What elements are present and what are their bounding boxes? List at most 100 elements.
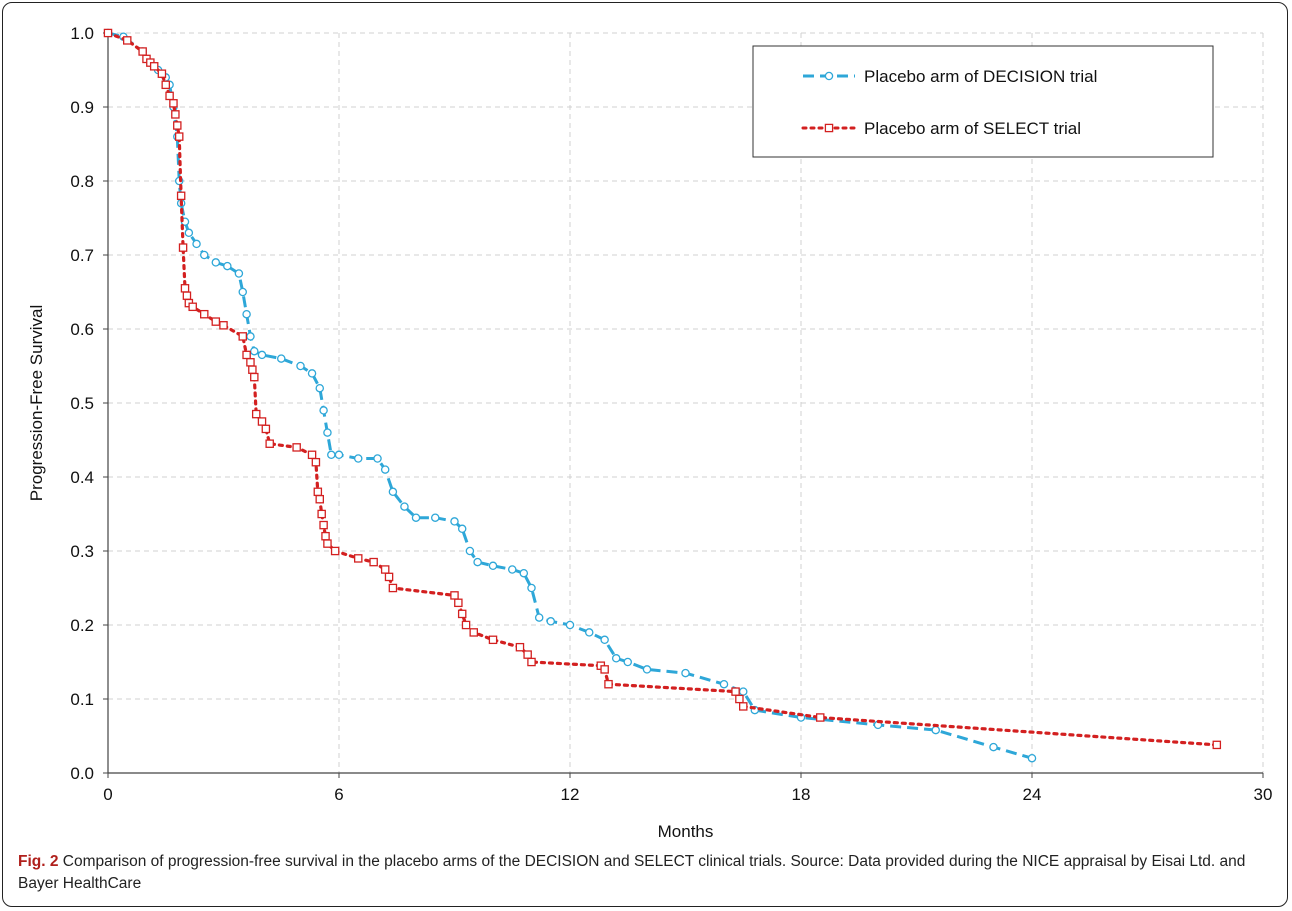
data-point [585,628,594,637]
y-tick-label: 0.5 [70,394,94,413]
grid [108,32,1264,773]
data-point [248,365,257,374]
data-point [157,69,167,78]
x-tick-labels: 0 6 12 18 24 30 [103,773,1272,804]
data-point [735,694,744,704]
data-point [450,517,459,526]
legend: Placebo arm of DECISION trial Placebo arm… [752,45,1214,158]
data-point [450,591,459,600]
data-point [171,110,180,119]
data-point [534,613,544,622]
data-point [307,369,317,378]
data-point [176,191,186,201]
y-axis-label: Progression-Free Survival [27,305,46,502]
figure-label: Fig. 2 [18,853,59,870]
data-point [400,502,409,511]
data-point [161,80,170,90]
data-point [507,565,517,574]
y-tick-label: 0.1 [70,690,94,709]
data-point [223,261,232,271]
data-point [180,284,190,293]
data-point [731,687,740,696]
x-axis-label: Months [658,822,714,841]
y-tick-label: 0.6 [70,320,94,339]
x-tick-label: 30 [1254,785,1273,804]
x-tick-label: 0 [103,785,112,804]
data-point [457,524,467,534]
data-point [473,557,482,567]
data-point [681,668,690,678]
data-point [1212,740,1222,750]
data-point [251,409,261,419]
data-point [323,539,332,548]
data-point [311,457,321,467]
data-point [265,439,274,448]
data-point [192,239,201,249]
data-point [178,243,188,252]
data-point [296,361,305,371]
data-point [149,62,159,71]
data-point [600,665,609,674]
data-point [315,494,324,504]
data-point [380,465,390,474]
data-point [184,228,194,238]
data-point [219,321,228,330]
legend-item-2: Placebo arm of SELECT trial [801,119,1081,138]
data-point [600,635,609,645]
data-point [257,350,267,360]
legend-items: Placebo arm of DECISION trial Placebo arm… [801,67,1097,138]
data-point [330,546,340,556]
data-point [246,358,255,367]
data-point [353,454,363,463]
data-point [173,121,182,130]
legend-box [752,45,1214,158]
data-point [250,372,259,382]
data-point [199,309,209,319]
data-point [461,620,471,630]
y-tick-label: 0.3 [70,542,94,561]
data-point [388,583,398,593]
data-point [307,450,317,460]
data-point [519,568,529,578]
data-point [319,520,328,530]
data-point [211,317,221,326]
data-point [546,617,556,626]
data-point [238,332,247,341]
y-tick-label: 0.2 [70,616,94,635]
data-point [327,450,336,460]
data-point [457,609,467,619]
data-point [989,742,998,752]
data-point [250,346,259,356]
data-point [257,417,267,426]
data-point [816,713,825,722]
data-point [488,561,498,571]
y-tick-label: 0.0 [70,764,94,783]
data-point [454,598,463,608]
data-point [369,557,378,567]
data-point [169,99,178,108]
data-point [317,509,326,519]
data-point [261,424,271,434]
data-point [380,565,390,574]
data-point [411,513,421,522]
data-point [565,620,575,630]
data-point [739,702,748,711]
x-tick-label: 24 [1023,785,1042,804]
x-tick-label: 18 [792,785,811,804]
legend-swatch-marker [824,71,834,81]
series-layer [103,28,1222,763]
data-point [123,36,132,45]
legend-item-1: Placebo arm of DECISION trial [803,67,1097,86]
data-point [719,679,729,689]
data-point [323,428,332,437]
data-point [931,725,941,735]
data-point [488,635,498,645]
data-point [384,572,394,582]
data-point [199,250,209,260]
data-point [465,546,475,556]
y-tick-labels: 0.0 0.1 0.2 0.3 0.4 0.5 0.6 0.7 0.8 0.9 1.0 [70,24,108,783]
y-tick-label: 0.9 [70,98,94,117]
data-point [321,531,330,541]
data-point [238,287,247,297]
data-point [246,332,255,341]
